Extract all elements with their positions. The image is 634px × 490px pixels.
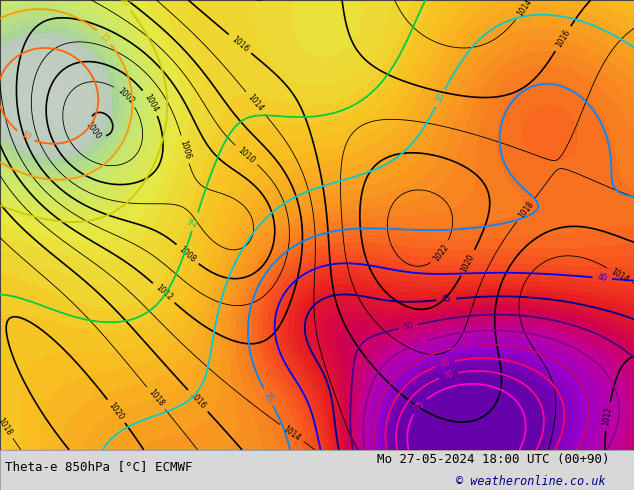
Text: 75: 75 bbox=[413, 399, 426, 413]
Text: 1008: 1008 bbox=[178, 245, 198, 264]
Text: 1004: 1004 bbox=[142, 92, 160, 113]
Text: 1018: 1018 bbox=[516, 200, 535, 220]
Text: 1016: 1016 bbox=[188, 391, 208, 411]
Text: 1016: 1016 bbox=[554, 28, 572, 49]
Text: 1018: 1018 bbox=[0, 416, 14, 437]
Text: 65: 65 bbox=[439, 358, 451, 369]
Text: 15: 15 bbox=[98, 31, 111, 44]
Text: 70: 70 bbox=[443, 369, 455, 381]
Text: 1014: 1014 bbox=[515, 0, 534, 18]
Text: 1012: 1012 bbox=[153, 283, 174, 303]
Text: 25: 25 bbox=[189, 216, 201, 228]
Text: 10: 10 bbox=[19, 130, 32, 143]
Text: 1000: 1000 bbox=[84, 120, 103, 141]
Text: 1010: 1010 bbox=[236, 146, 257, 165]
Text: Theta-e 850hPa [°C] ECMWF: Theta-e 850hPa [°C] ECMWF bbox=[5, 460, 193, 473]
Text: 1014: 1014 bbox=[609, 267, 630, 284]
Text: 1020: 1020 bbox=[107, 401, 126, 421]
Text: 30: 30 bbox=[434, 92, 446, 104]
Text: 1014: 1014 bbox=[246, 93, 265, 113]
Text: © weatheronline.co.uk: © weatheronline.co.uk bbox=[456, 475, 606, 488]
Text: 55: 55 bbox=[411, 338, 423, 350]
Text: 1018: 1018 bbox=[146, 388, 165, 409]
Text: 1002: 1002 bbox=[115, 86, 136, 106]
Text: 45: 45 bbox=[441, 294, 452, 304]
Text: 1020: 1020 bbox=[460, 252, 476, 273]
Text: 1006: 1006 bbox=[178, 139, 192, 160]
Text: 50: 50 bbox=[403, 321, 414, 332]
Text: 1012: 1012 bbox=[602, 406, 614, 426]
Text: 35: 35 bbox=[262, 391, 275, 403]
Text: Mo 27-05-2024 18:00 UTC (00+90): Mo 27-05-2024 18:00 UTC (00+90) bbox=[377, 453, 610, 466]
Text: 1014: 1014 bbox=[281, 424, 302, 442]
Text: 1016: 1016 bbox=[230, 34, 250, 53]
Text: 40: 40 bbox=[597, 273, 607, 283]
Text: 20: 20 bbox=[118, 0, 131, 9]
Text: 1022: 1022 bbox=[432, 242, 451, 263]
Text: 60: 60 bbox=[462, 341, 472, 351]
